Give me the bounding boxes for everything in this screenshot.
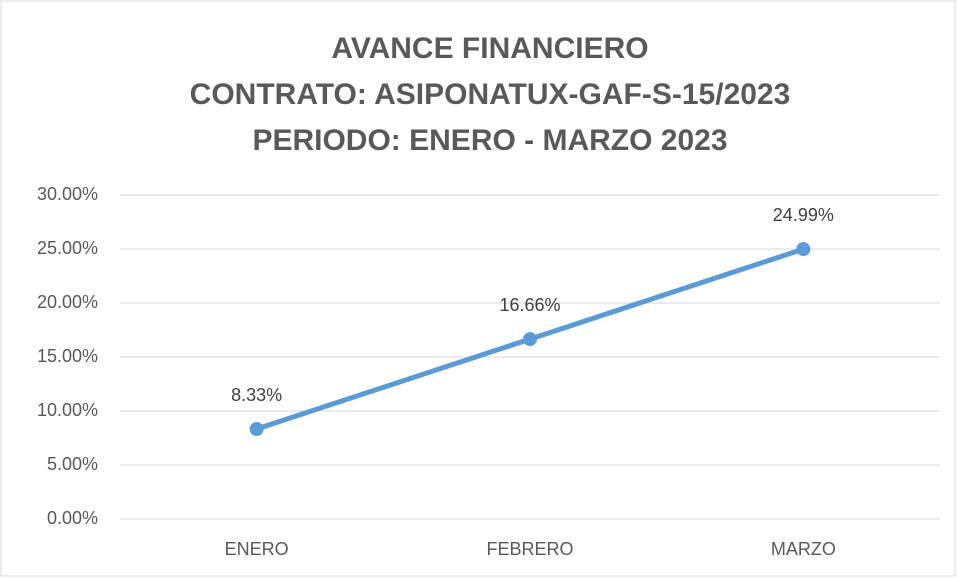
data-label: 24.99% (773, 205, 834, 225)
data-label: 8.33% (231, 385, 282, 405)
x-tick-label: FEBRERO (486, 539, 573, 559)
y-tick-label: 20.00% (37, 292, 98, 312)
y-tick-label: 10.00% (37, 400, 98, 420)
y-tick-label: 25.00% (37, 238, 98, 258)
chart-title: CONTRATO: ASIPONATUX-GAF-S-15/2023 (190, 78, 791, 111)
marker (523, 332, 537, 347)
y-tick-label: 5.00% (47, 454, 98, 474)
chart-title: AVANCE FINANCIERO (331, 32, 648, 65)
y-tick-label: 0.00% (47, 508, 98, 528)
x-tick-label: ENERO (225, 539, 289, 559)
y-tick-label: 30.00% (37, 184, 98, 204)
chart-title: PERIODO: ENERO - MARZO 2023 (252, 124, 727, 157)
y-tick-label: 15.00% (37, 346, 98, 366)
data-label: 16.66% (499, 295, 560, 315)
marker (796, 242, 811, 257)
marker (249, 422, 264, 437)
x-tick-label: MARZO (771, 539, 836, 559)
